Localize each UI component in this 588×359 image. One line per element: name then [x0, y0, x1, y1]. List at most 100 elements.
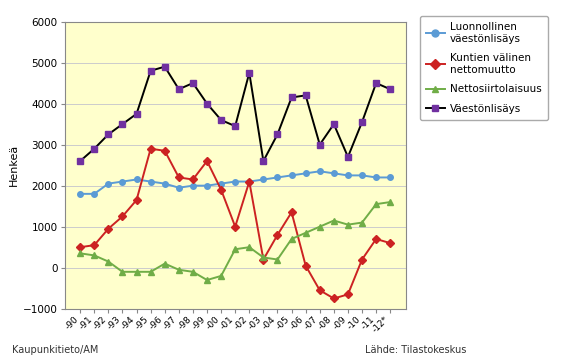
Kuntien välinen
nettomuutto — [161, 149, 168, 153]
Nettosiirtolaisuus — [91, 253, 98, 257]
Väestönlisäys — [133, 112, 140, 116]
Nettosiirtolaisuus — [359, 220, 366, 225]
Luonnollinen
väestönlisäys — [147, 180, 154, 184]
Luonnollinen
väestönlisäys — [175, 186, 182, 190]
Nettosiirtolaisuus — [302, 231, 309, 235]
Line: Nettosiirtolaisuus: Nettosiirtolaisuus — [78, 199, 393, 283]
Nettosiirtolaisuus — [232, 247, 239, 251]
Luonnollinen
väestönlisäys — [316, 169, 323, 173]
Luonnollinen
väestönlisäys — [359, 173, 366, 178]
Nettosiirtolaisuus — [387, 200, 394, 204]
Väestönlisäys — [260, 159, 267, 163]
Luonnollinen
väestönlisäys — [161, 181, 168, 186]
Nettosiirtolaisuus — [133, 270, 140, 274]
Kuntien välinen
nettomuutto — [359, 257, 366, 262]
Kuntien välinen
nettomuutto — [203, 159, 211, 163]
Väestönlisäys — [316, 143, 323, 147]
Kuntien välinen
nettomuutto — [91, 243, 98, 247]
Väestönlisäys — [373, 81, 380, 85]
Luonnollinen
väestönlisäys — [218, 181, 225, 186]
Kuntien välinen
nettomuutto — [105, 227, 112, 231]
Luonnollinen
väestönlisäys — [260, 177, 267, 182]
Kuntien välinen
nettomuutto — [232, 224, 239, 229]
Väestönlisäys — [147, 69, 154, 73]
Kuntien välinen
nettomuutto — [316, 288, 323, 293]
Kuntien välinen
nettomuutto — [133, 198, 140, 202]
Luonnollinen
väestönlisäys — [76, 192, 83, 196]
Nettosiirtolaisuus — [175, 267, 182, 272]
Väestönlisäys — [274, 132, 281, 136]
Väestönlisäys — [76, 159, 83, 163]
Line: Luonnollinen
väestönlisäys: Luonnollinen väestönlisäys — [78, 168, 393, 197]
Luonnollinen
väestönlisäys — [119, 180, 126, 184]
Väestönlisäys — [91, 146, 98, 151]
Kuntien välinen
nettomuutto — [175, 175, 182, 180]
Luonnollinen
väestönlisäys — [189, 183, 196, 188]
Luonnollinen
väestönlisäys — [288, 173, 295, 178]
Kuntien välinen
nettomuutto — [246, 180, 253, 184]
Luonnollinen
väestönlisäys — [373, 175, 380, 180]
Nettosiirtolaisuus — [373, 202, 380, 206]
Kuntien välinen
nettomuutto — [387, 241, 394, 245]
Nettosiirtolaisuus — [119, 270, 126, 274]
Väestönlisäys — [119, 122, 126, 126]
Kuntien välinen
nettomuutto — [147, 146, 154, 151]
Väestönlisäys — [161, 65, 168, 69]
Nettosiirtolaisuus — [274, 257, 281, 262]
Kuntien välinen
nettomuutto — [345, 292, 352, 297]
Luonnollinen
väestönlisäys — [302, 171, 309, 176]
Luonnollinen
väestönlisäys — [203, 183, 211, 188]
Nettosiirtolaisuus — [260, 255, 267, 260]
Luonnollinen
väestönlisäys — [330, 171, 338, 176]
Nettosiirtolaisuus — [147, 270, 154, 274]
Text: Lähde: Tilastokeskus: Lähde: Tilastokeskus — [365, 345, 466, 355]
Kuntien välinen
nettomuutto — [189, 177, 196, 182]
Luonnollinen
väestönlisäys — [387, 175, 394, 180]
Kuntien välinen
nettomuutto — [373, 237, 380, 241]
Nettosiirtolaisuus — [189, 270, 196, 274]
Kuntien välinen
nettomuutto — [76, 245, 83, 250]
Kuntien välinen
nettomuutto — [274, 233, 281, 237]
Väestönlisäys — [246, 71, 253, 75]
Väestönlisäys — [203, 102, 211, 106]
Väestönlisäys — [288, 95, 295, 99]
Nettosiirtolaisuus — [316, 224, 323, 229]
Luonnollinen
väestönlisäys — [133, 177, 140, 182]
Nettosiirtolaisuus — [105, 260, 112, 264]
Kuntien välinen
nettomuutto — [218, 188, 225, 192]
Väestönlisäys — [302, 93, 309, 98]
Väestönlisäys — [218, 118, 225, 122]
Nettosiirtolaisuus — [203, 278, 211, 282]
Luonnollinen
väestönlisäys — [246, 180, 253, 184]
Nettosiirtolaisuus — [161, 261, 168, 266]
Nettosiirtolaisuus — [218, 274, 225, 278]
Luonnollinen
väestönlisäys — [91, 192, 98, 196]
Luonnollinen
väestönlisäys — [274, 175, 281, 180]
Nettosiirtolaisuus — [345, 223, 352, 227]
Nettosiirtolaisuus — [288, 237, 295, 241]
Legend: Luonnollinen
väestönlisäys, Kuntien välinen
nettomuutto, Nettosiirtolaisuus, Väe: Luonnollinen väestönlisäys, Kuntien väli… — [420, 16, 548, 120]
Väestönlisäys — [189, 81, 196, 85]
Väestönlisäys — [359, 120, 366, 124]
Line: Väestönlisäys: Väestönlisäys — [78, 64, 393, 164]
Line: Kuntien välinen
nettomuutto: Kuntien välinen nettomuutto — [78, 146, 393, 301]
Kuntien välinen
nettomuutto — [330, 296, 338, 300]
Väestönlisäys — [175, 87, 182, 92]
Kuntien välinen
nettomuutto — [119, 214, 126, 219]
Y-axis label: Henkeä: Henkeä — [9, 144, 19, 186]
Nettosiirtolaisuus — [76, 251, 83, 256]
Väestönlisäys — [330, 122, 338, 126]
Nettosiirtolaisuus — [330, 218, 338, 223]
Väestönlisäys — [345, 155, 352, 159]
Väestönlisäys — [105, 132, 112, 136]
Väestönlisäys — [232, 124, 239, 128]
Nettosiirtolaisuus — [246, 245, 253, 250]
Text: Kaupunkitieto/AM: Kaupunkitieto/AM — [12, 345, 98, 355]
Kuntien välinen
nettomuutto — [260, 257, 267, 262]
Kuntien välinen
nettomuutto — [288, 210, 295, 214]
Kuntien välinen
nettomuutto — [302, 264, 309, 268]
Luonnollinen
väestönlisäys — [105, 181, 112, 186]
Luonnollinen
väestönlisäys — [232, 180, 239, 184]
Luonnollinen
väestönlisäys — [345, 173, 352, 178]
Väestönlisäys — [387, 87, 394, 92]
